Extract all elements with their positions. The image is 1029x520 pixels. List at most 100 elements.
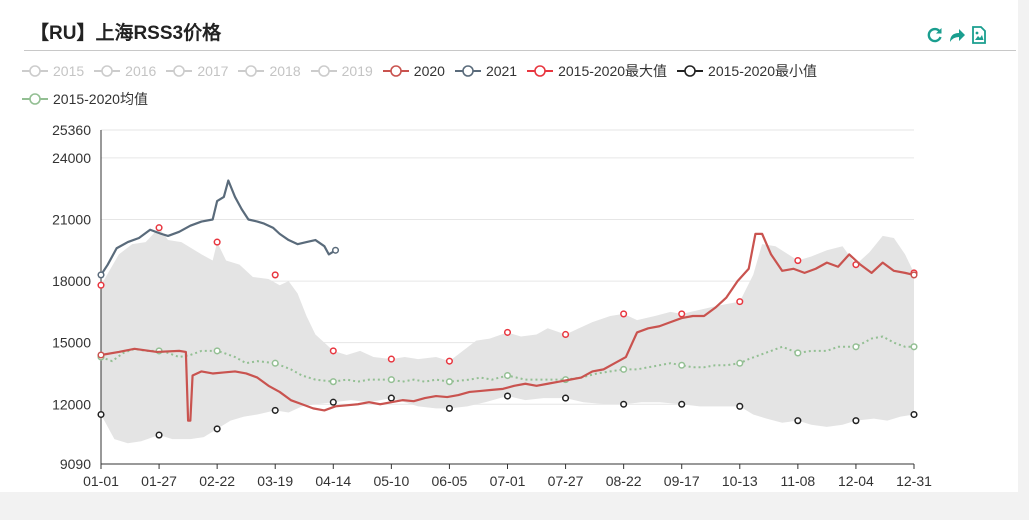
x-tick-label: 10-13: [722, 473, 758, 489]
data-point[interactable]: [97, 281, 105, 289]
y-tick-label: 24000: [52, 150, 91, 166]
legend-item-2021[interactable]: 2021: [454, 63, 518, 79]
data-point[interactable]: [271, 406, 279, 414]
legend-item-2015-2020[interactable]: 2015-2020最小值: [677, 61, 817, 81]
data-point[interactable]: [155, 224, 163, 232]
data-point[interactable]: [271, 271, 279, 279]
legend-item-2015-2020[interactable]: 2015-2020均值: [22, 89, 148, 109]
legend-item-2015-2020[interactable]: 2015-2020最大值: [527, 61, 667, 81]
x-tick-label: 11-08: [780, 473, 815, 489]
data-point[interactable]: [852, 417, 860, 425]
data-point[interactable]: [910, 271, 918, 279]
data-point[interactable]: [97, 351, 105, 359]
data-point[interactable]: [97, 410, 105, 419]
legend-row-2: 2015-2020均值: [22, 85, 1012, 113]
y-tick-label: 12000: [52, 396, 91, 412]
y-tick-label: 15000: [52, 335, 91, 351]
data-point[interactable]: [213, 238, 221, 246]
y-tick-label: 25360: [52, 122, 91, 138]
legend-label: 2016: [125, 63, 157, 79]
data-point[interactable]: [620, 400, 628, 408]
legend-item-2020[interactable]: 2020: [382, 63, 445, 79]
data-point[interactable]: [794, 257, 802, 265]
data-point[interactable]: [736, 359, 744, 367]
data-point[interactable]: [620, 310, 628, 318]
x-tick-label: 12-04: [838, 473, 874, 489]
data-point[interactable]: [736, 402, 744, 410]
toolbox: [926, 26, 988, 44]
legend-line-circle-icon: [22, 93, 48, 105]
legend-item-2019[interactable]: 2019: [310, 63, 373, 79]
x-tick-label: 01-27: [141, 473, 177, 489]
data-point[interactable]: [794, 349, 802, 357]
legend-line-circle-icon: [238, 65, 265, 77]
legend-line-circle-icon: [310, 65, 337, 77]
data-point[interactable]: [736, 298, 744, 306]
data-point[interactable]: [503, 371, 512, 380]
data-point[interactable]: [562, 394, 570, 402]
chart-title: 【RU】上海RSS3价格: [30, 23, 222, 44]
data-point[interactable]: [503, 392, 512, 400]
data-point[interactable]: [387, 394, 395, 402]
chart-card: 【RU】上海RSS3价格 2015 2016 2017 2018 2019 2020 202…: [0, 0, 1018, 492]
legend-label: 2019: [341, 63, 373, 79]
x-tick-label: 06-05: [432, 473, 468, 489]
legend-line-circle-icon: [94, 65, 121, 77]
series-line-2021: [100, 179, 337, 276]
data-point[interactable]: [678, 400, 686, 408]
data-point[interactable]: [331, 246, 340, 254]
data-point[interactable]: [910, 410, 918, 419]
data-point[interactable]: [97, 271, 105, 279]
legend-line-circle-icon: [22, 65, 48, 77]
legend-item-2017[interactable]: 2017: [166, 63, 228, 79]
data-point[interactable]: [503, 328, 512, 336]
x-tick-label: 12-31: [896, 473, 932, 489]
legend-item-2018[interactable]: 2018: [238, 63, 301, 79]
data-point[interactable]: [910, 343, 918, 351]
legend-label: 2021: [485, 63, 518, 79]
data-point[interactable]: [852, 343, 860, 351]
data-point[interactable]: [213, 347, 221, 355]
line-chart: 9090 12000 15000 18000 21000 24000 25360 01-01 0…: [52, 122, 932, 489]
legend-label: 2015-2020均值: [53, 91, 148, 107]
data-point[interactable]: [678, 361, 686, 369]
data-point[interactable]: [329, 347, 337, 355]
x-tick-label: 01-01: [83, 473, 119, 489]
legend-line-circle-icon: [677, 65, 704, 77]
save-image-icon[interactable]: [970, 26, 988, 44]
x-tick-label: 07-27: [548, 473, 584, 489]
data-point[interactable]: [678, 310, 686, 318]
data-point[interactable]: [445, 378, 453, 386]
legend-label: 2018: [269, 63, 301, 79]
data-point[interactable]: [329, 398, 337, 406]
data-point[interactable]: [155, 431, 163, 439]
legend-item-2015[interactable]: 2015: [22, 63, 84, 79]
data-point[interactable]: [387, 376, 395, 384]
data-point[interactable]: [329, 378, 337, 386]
legend-line-circle-icon: [166, 65, 193, 77]
legend-item-2016[interactable]: 2016: [94, 63, 156, 79]
legend-line-circle-icon: [454, 65, 481, 77]
legend-label: 2020: [413, 63, 445, 79]
share-icon[interactable]: [948, 26, 966, 44]
x-tick-label: 04-14: [315, 473, 351, 489]
data-point[interactable]: [445, 404, 453, 412]
data-point[interactable]: [562, 330, 570, 339]
x-tick-label: 08-22: [606, 473, 642, 489]
y-tick-label: 9090: [60, 456, 91, 472]
data-point[interactable]: [620, 365, 628, 373]
y-tick-label: 21000: [52, 212, 91, 228]
restore-icon[interactable]: [926, 26, 944, 44]
data-point[interactable]: [794, 417, 802, 425]
x-tick-label: 03-19: [257, 473, 293, 489]
x-tick-label: 09-17: [664, 473, 700, 489]
data-point[interactable]: [387, 355, 395, 363]
data-point[interactable]: [271, 359, 279, 367]
x-tick-label: 05-10: [373, 473, 409, 489]
legend-label: 2015: [53, 63, 85, 79]
legend-label: 2017: [197, 63, 229, 79]
data-point[interactable]: [445, 357, 453, 365]
data-point[interactable]: [213, 425, 221, 433]
x-tick-label: 02-22: [199, 473, 235, 489]
legend-line-circle-icon: [382, 65, 409, 77]
